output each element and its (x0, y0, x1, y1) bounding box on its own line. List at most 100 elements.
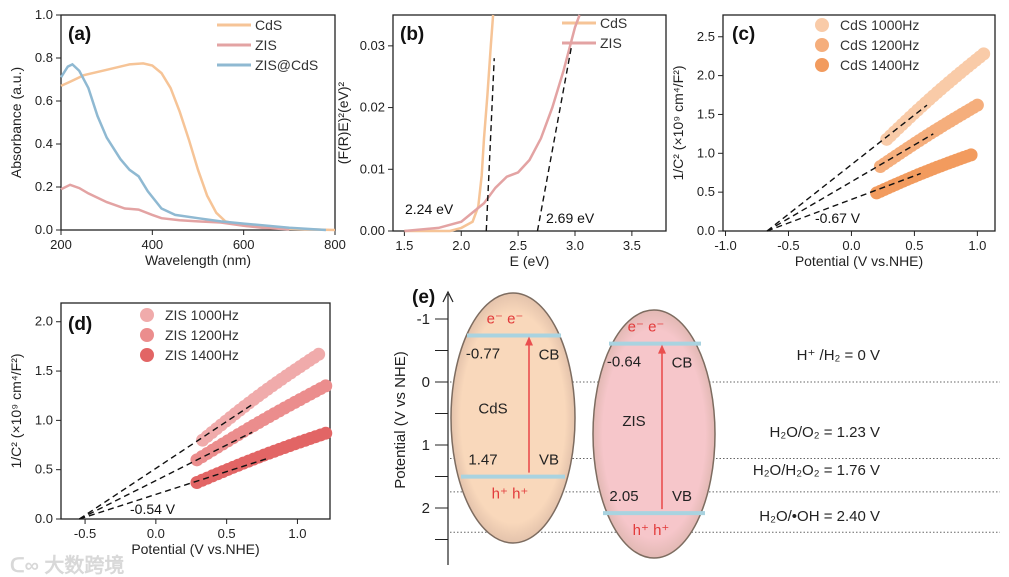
annotation: -0.54 V (130, 501, 176, 517)
fit-line (536, 45, 573, 232)
axis-arrow-icon (442, 290, 454, 303)
x-tick-label: 2.5 (509, 238, 527, 253)
fit-line (79, 431, 253, 520)
legend-label: ZIS 1400Hz (165, 347, 239, 363)
x-tick-label: 400 (141, 237, 163, 252)
band-diagram-panel-e: (e) -1 0 1 2 Potential (V vs NHE) H⁺ /H₂ = 0 V… (392, 287, 1000, 565)
y-tick-label: 0.0 (697, 223, 715, 238)
panel-label: (c) (732, 24, 755, 45)
annotation: 2.69 eV (546, 210, 595, 226)
y-tick-label: 0.00 (360, 223, 385, 238)
y-tick-label: 1 (422, 437, 430, 454)
series-line-zis (404, 14, 581, 233)
data-point (312, 347, 326, 361)
y-tick-label: 2 (422, 500, 430, 517)
data-point (319, 426, 333, 440)
x-tick-label: 2.0 (452, 238, 470, 253)
x-axis-label: Wavelength (nm) (145, 252, 251, 268)
vb-potential: 2.05 (609, 488, 638, 505)
legend-label: CdS 1200Hz (840, 37, 919, 53)
y-tick-label: 1.0 (697, 145, 715, 160)
fit-line (766, 104, 928, 232)
x-tick-label: -0.5 (74, 526, 96, 541)
legend-label: CdS (600, 15, 627, 31)
fit-line (79, 404, 253, 520)
panel-label: (a) (68, 24, 91, 45)
material-cds: e⁻ e⁻ -0.77 CB CdS 1.47 VB h⁺ h⁺ (450, 292, 576, 544)
reference-label: H₂O/H₂O₂ = 1.76 V (753, 462, 880, 479)
y-tick-label: 0.5 (35, 462, 53, 477)
cb-potential: -0.77 (466, 345, 500, 362)
y-tick-label: 0.02 (360, 100, 385, 115)
y-tick-label: 0.4 (35, 136, 53, 151)
x-tick-label: 0.0 (147, 526, 165, 541)
y-tick-label: 2.0 (35, 314, 53, 329)
x-tick-label: -1.0 (714, 238, 736, 253)
legend-label: ZIS@CdS (255, 57, 318, 73)
x-tick-label: 1.0 (288, 526, 306, 541)
legend-label: CdS (255, 17, 282, 33)
x-tick-label: -0.5 (777, 238, 799, 253)
legend-marker (140, 328, 154, 342)
y-axis-label: 1/C² (×10⁹ cm⁴/F²) (670, 65, 686, 180)
y-tick-label: 1.0 (35, 412, 53, 427)
reference-label: H₂O/O₂ = 1.23 V (770, 424, 880, 441)
y-tick-label: 0.5 (697, 184, 715, 199)
fit-line (79, 458, 267, 520)
cb-label: CB (539, 346, 560, 363)
legend-marker (140, 308, 154, 322)
y-tick-label: 1.0 (35, 7, 53, 22)
data-point (977, 47, 991, 61)
material-zis: e⁻ e⁻ -0.64 CB ZIS 2.05 VBh⁺ h⁺ (592, 309, 716, 559)
plot-frame (60, 14, 336, 231)
x-tick-label: 3.5 (623, 238, 641, 253)
annotation: -0.67 V (815, 210, 861, 226)
legend-marker (815, 18, 829, 32)
chart-panel-c: -1.0 -0.5 0.0 0.5 1.0 0.0 0.5 1.0 1.5 2.0 2.5 Poten… (670, 14, 996, 269)
y-tick-label: 1.5 (697, 106, 715, 121)
y-tick-label: 0.2 (35, 179, 53, 194)
panel-label: (d) (68, 314, 92, 335)
y-axis-label: Absorbance (a.u.) (8, 67, 24, 178)
y-tick-label: 0.03 (360, 38, 385, 53)
legend-label: ZIS 1200Hz (165, 327, 239, 343)
series-line-cds (404, 14, 495, 233)
holes-label: h⁺ h⁺ (633, 522, 670, 539)
legend-marker (815, 38, 829, 52)
cb-potential: -0.64 (607, 354, 641, 371)
x-tick-label: 1.5 (395, 238, 413, 253)
legend-label: ZIS 1000Hz (165, 307, 239, 323)
watermark-logo: ᑕ∞ 大数跨境 (10, 553, 124, 577)
legend-label: CdS 1400Hz (840, 57, 919, 73)
electrons-label: e⁻ e⁻ (487, 310, 524, 327)
chart-panel-b: 1.5 2.0 2.5 3.0 3.5 0.00 0.01 0.02 0.03 E (eV) (F(… (335, 14, 667, 269)
reference-label: H⁺ /H₂ = 0 V (797, 347, 880, 364)
vb-label: VB (672, 488, 692, 505)
legend-marker (815, 58, 829, 72)
y-tick-label: -1 (417, 311, 430, 328)
legend-label: CdS 1000Hz (840, 17, 919, 33)
legend-label: ZIS (255, 37, 277, 53)
chart-panel-a: 200 400 600 800 0.0 0.2 0.4 0.6 0.8 1.0 Wavelength… (8, 7, 346, 268)
x-axis-label: E (eV) (510, 253, 550, 269)
semiconductor-ellipse (450, 292, 576, 544)
y-tick-label: 1.5 (35, 363, 53, 378)
plot-frame (392, 14, 667, 232)
x-tick-label: 0.5 (218, 526, 236, 541)
vb-label: VB (539, 452, 559, 469)
data-point (319, 379, 333, 393)
x-tick-label: 800 (324, 237, 346, 252)
y-tick-label: 0.0 (35, 511, 53, 526)
x-tick-label: 1.0 (968, 238, 986, 253)
legend-label: ZIS (600, 35, 622, 51)
y-tick-label: 2.0 (697, 68, 715, 83)
y-axis-label: 1/C² (×10⁹ cm⁴/F²) (8, 353, 24, 468)
x-tick-label: 0.5 (905, 238, 923, 253)
x-tick-label: 3.0 (566, 238, 584, 253)
panel-label: (b) (400, 24, 424, 45)
arrow-head-icon (658, 344, 666, 354)
x-tick-label: 200 (50, 237, 72, 252)
material-name: ZIS (622, 413, 645, 430)
y-tick-label: 2.5 (697, 29, 715, 44)
legend-marker (140, 348, 154, 362)
